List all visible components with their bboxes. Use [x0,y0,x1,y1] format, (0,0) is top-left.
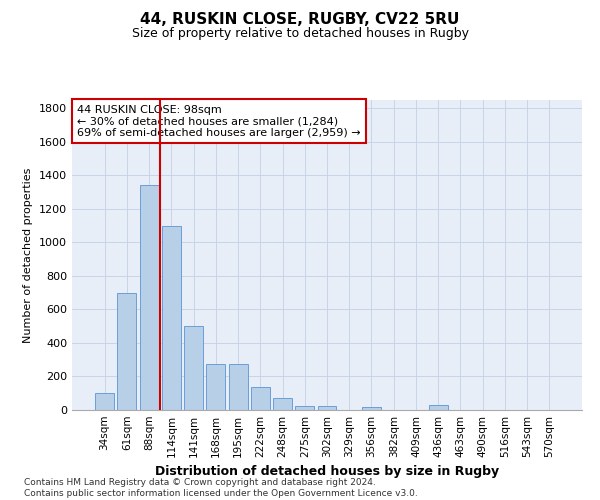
Y-axis label: Number of detached properties: Number of detached properties [23,168,34,342]
Text: Contains HM Land Registry data © Crown copyright and database right 2024.
Contai: Contains HM Land Registry data © Crown c… [24,478,418,498]
Bar [184,326,203,410]
Bar [429,405,448,410]
Bar [95,393,114,410]
Text: Size of property relative to detached houses in Rugby: Size of property relative to detached ho… [131,28,469,40]
Bar [251,386,270,410]
Bar [295,406,314,410]
Bar [118,292,136,410]
Bar [229,364,248,410]
Bar [317,406,337,410]
Text: 44, RUSKIN CLOSE, RUGBY, CV22 5RU: 44, RUSKIN CLOSE, RUGBY, CV22 5RU [140,12,460,28]
X-axis label: Distribution of detached houses by size in Rugby: Distribution of detached houses by size … [155,466,499,478]
Bar [362,408,381,410]
Text: 44 RUSKIN CLOSE: 98sqm
← 30% of detached houses are smaller (1,284)
69% of semi-: 44 RUSKIN CLOSE: 98sqm ← 30% of detached… [77,104,361,138]
Bar [273,398,292,410]
Bar [140,186,158,410]
Bar [206,364,225,410]
Bar [162,226,181,410]
